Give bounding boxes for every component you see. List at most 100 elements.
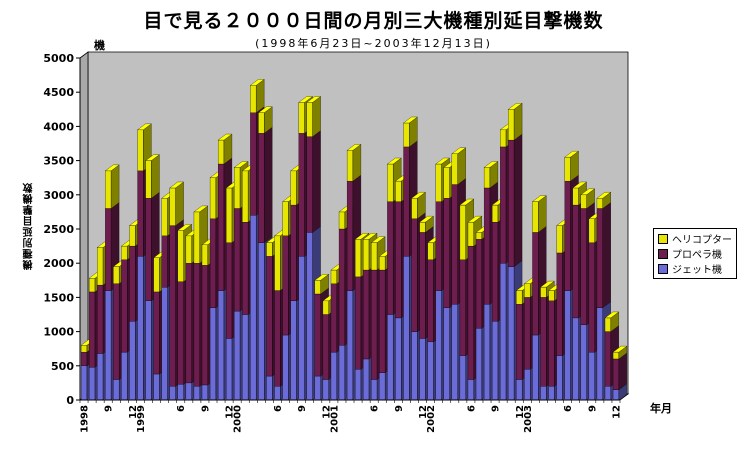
bar-helicopter-62-front [580,194,587,209]
bar-helicopter-57-front [540,286,547,298]
bar-helicopter-29-top [314,274,330,281]
bar-helicopter-38-top [386,157,402,165]
bar-jet-53-front [508,266,515,401]
bar-propeller-64-front [596,208,603,308]
bar-helicopter-57-top [540,280,555,288]
bar-propeller-25-front [282,235,289,336]
bar-propeller-12-front [177,281,184,385]
bar-helicopter-44-top [435,157,451,165]
bar-helicopter-0-front [80,345,88,353]
bar-helicopter-36-front [371,242,378,271]
bar-propeller-17-front [217,163,225,291]
bar-jet-13-front [185,382,192,401]
bar-helicopter-28-top [306,96,322,103]
legend: ヘリコプター プロペラ機 ジェット機 [653,228,737,279]
bar-helicopter-50-top [483,161,499,168]
x-tick-label-60: 6 [563,405,574,412]
bar-helicopter-50-front [483,167,491,189]
bar-jet-61-front [572,317,579,401]
bar-jet-3-front [105,290,112,401]
bar-jet-4-front [113,379,120,401]
bar-propeller-29-front [314,293,321,377]
bar-jet-25-front [282,334,289,401]
bar-jet-50-front [483,304,491,401]
x-tick-label-39: 9 [394,405,405,412]
bar-helicopter-63-front [588,218,595,243]
bar-helicopter-35-top [362,233,378,240]
bar-propeller-16-front [209,218,217,308]
bar-helicopter-39-front [395,180,402,202]
bar-helicopter-50 [483,161,499,189]
bar-propeller-42-front [419,232,426,339]
bar-helicopter-64 [596,191,612,209]
bar-jet-39-front [395,317,402,401]
bar-propeller-15-front [201,265,208,386]
bar-helicopter-17-front [217,139,225,165]
bar-helicopter-42-top [419,216,434,223]
bar-propeller-33-front [346,180,354,291]
bar-helicopter-12-top [177,224,193,231]
bar-helicopter-19-top [233,161,249,168]
bar-helicopter-66-front [612,351,620,360]
y-tick-label-5000: 5000 [43,52,74,65]
bar-propeller-26-front [290,204,297,301]
bar-helicopter-44-front [435,163,442,202]
bar-helicopter-47-front [459,204,466,260]
bar-jet-9-front [153,373,160,401]
bar-helicopter-33-side [352,144,362,182]
bar-helicopter-43-front [427,242,434,260]
bar-propeller-46-front [451,184,458,305]
bar-propeller-48-front [467,245,474,380]
x-tick-label-19: 2000 [233,405,244,433]
bar-propeller-45-front [443,198,450,308]
bar-propeller-39-front [395,201,402,319]
bar-helicopter-28 [306,96,322,137]
bar-helicopter-60 [564,150,579,182]
bar-helicopter-53-top [507,103,523,110]
bar-helicopter-22-top [257,106,273,113]
bar-helicopter-41 [411,191,426,220]
bar-helicopter-19-front [234,167,241,209]
bar-helicopter-60-top [564,151,579,158]
y-tick-label-2000: 2000 [43,257,74,270]
bar-helicopter-58-front [548,290,555,301]
bar-helicopter-40-top [403,116,418,124]
legend-swatch-helicopter [658,233,668,244]
bar-helicopter-1-front [89,278,96,293]
bar-jet-47-front [459,355,466,401]
x-axis-unit: 年月 [650,402,672,415]
bar-jet-35-front [363,358,370,401]
x-tick-label-31: 2001 [329,405,340,433]
y-tick-label-2500: 2500 [43,223,74,236]
x-tick-label-0: 1998 [80,405,91,433]
bar-propeller-2-front [97,284,104,354]
bar-jet-59-front [556,355,563,401]
bar-helicopter-65-front [604,317,611,332]
bar-jet-48-front [467,379,474,401]
bar-helicopter-56-side [538,195,547,233]
x-tick-label-48: 6 [466,405,477,412]
bar-helicopter-59-front [556,225,563,254]
bar-helicopter-3-top [104,164,120,172]
bar-propeller-11-front [169,225,176,387]
bar-helicopter-61-top [572,181,588,189]
bar-helicopter-11-side [175,181,184,226]
bar-helicopter-4-front [113,266,120,284]
x-tick-label-30: 12 [321,405,332,419]
bar-propeller-7-front [137,170,144,257]
bar-jet-62-front [580,324,587,401]
bar-helicopter-34-top [354,233,370,240]
bar-helicopter-33 [346,144,362,182]
bar-propeller-22 [258,126,273,243]
bar-helicopter-66-top [612,345,628,353]
y-axis-label: 機種別延目撃機数 [24,182,35,270]
bar-propeller-13-front [185,263,192,384]
bar-jet-38-front [387,314,394,401]
bar-helicopter-41-top [411,192,426,199]
bar-jet-5-front [121,351,128,401]
legend-swatch-propeller [658,248,668,259]
bar-jet-6-front [129,321,136,401]
bar-propeller-56-front [532,232,539,336]
bar-helicopter-52-front [500,129,507,148]
